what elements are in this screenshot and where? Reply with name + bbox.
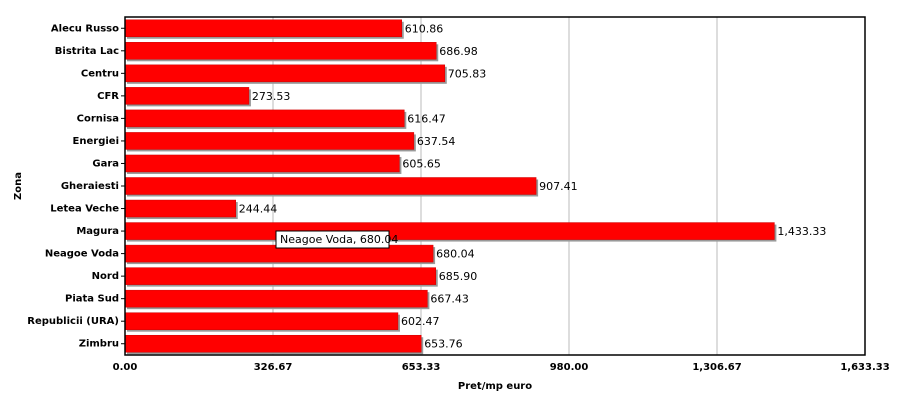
- data-label: 686.98: [439, 45, 478, 58]
- tooltip-box: [275, 230, 390, 249]
- bar: [124, 64, 446, 83]
- plot-frame: [124, 16, 866, 356]
- x-tick-label: 0.00: [113, 362, 138, 373]
- x-tick-label: 326.67: [254, 362, 293, 373]
- x-tick-label: 1,633.33: [840, 362, 889, 373]
- y-tick-label: CFR: [97, 91, 119, 102]
- bar: [124, 312, 399, 330]
- data-label: 705.83: [448, 67, 487, 80]
- y-tick-label: Bistrita Lac: [55, 46, 119, 57]
- y-tick-label: Alecu Russo: [51, 23, 119, 34]
- bar: [124, 222, 775, 240]
- data-label: 1,433.33: [777, 225, 826, 238]
- bar: [124, 334, 422, 353]
- data-label: 616.47: [407, 112, 446, 125]
- y-tick-label: Zimbru: [79, 339, 119, 350]
- y-tick-label: Nord: [92, 271, 119, 282]
- data-label: 907.41: [539, 180, 578, 193]
- y-tick-label: Republicii (URA): [27, 316, 119, 327]
- data-label: 273.53: [252, 90, 291, 103]
- data-label: 605.65: [402, 157, 441, 170]
- bar: [124, 154, 400, 173]
- y-tick-label: Piata Sud: [65, 294, 119, 305]
- y-tick-label: Gheraiesti: [61, 181, 119, 192]
- data-label: 610.86: [405, 22, 444, 35]
- bar: [124, 19, 403, 38]
- y-tick-label: Neagoe Voda: [45, 249, 119, 260]
- bar: [124, 132, 415, 150]
- y-tick-label: Letea Veche: [50, 204, 119, 215]
- bar: [124, 42, 437, 60]
- data-label: 653.76: [424, 338, 463, 351]
- tooltip: Neagoe Voda, 680.04: [280, 233, 398, 246]
- x-tick-label: 653.33: [402, 362, 441, 373]
- data-label: 244.44: [239, 203, 278, 216]
- y-tick-label: Magura: [76, 226, 119, 237]
- x-axis-title: Pret/mp euro: [458, 381, 532, 392]
- x-tick-label: 980.00: [550, 362, 589, 373]
- data-label: 602.47: [401, 315, 440, 328]
- y-tick-label: Gara: [92, 158, 119, 169]
- x-tick-label: 1,306.67: [692, 362, 741, 373]
- data-label: 667.43: [430, 293, 469, 306]
- data-label: 685.90: [439, 270, 478, 283]
- bar: [124, 87, 250, 105]
- bar: [124, 177, 537, 195]
- data-label: 637.54: [417, 135, 456, 148]
- y-tick-label: Centru: [81, 68, 119, 79]
- bar: [124, 267, 437, 285]
- bar: [124, 199, 236, 218]
- y-axis-title: Zona: [13, 172, 24, 200]
- bar: [124, 289, 428, 308]
- bar: [124, 109, 405, 128]
- y-tick-label: Cornisa: [77, 113, 119, 124]
- y-tick-label: Energiei: [73, 136, 119, 147]
- data-label: 680.04: [436, 248, 475, 261]
